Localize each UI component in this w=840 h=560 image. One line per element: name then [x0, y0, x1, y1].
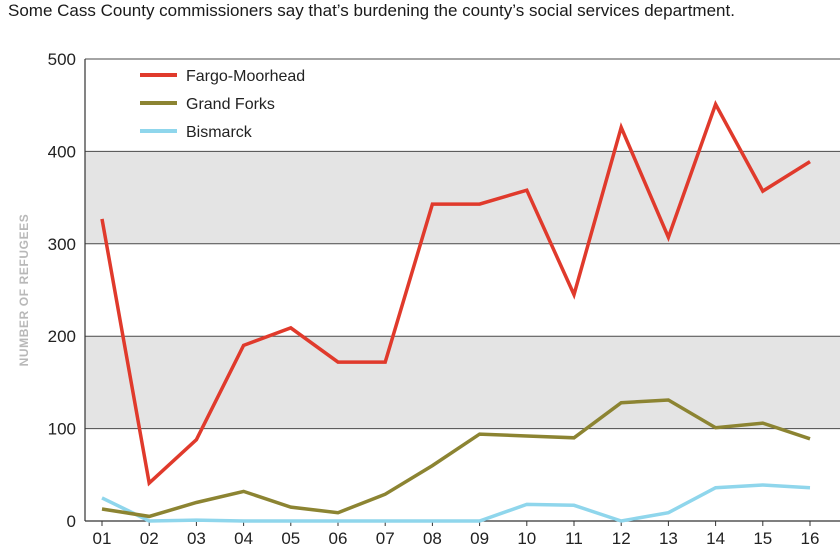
- legend: Fargo-Moorhead Grand Forks Bismarck: [140, 68, 305, 141]
- series-line-grand-forks: [101, 398, 811, 519]
- background-bands: [85, 151, 840, 429]
- x-tick-label: 11: [565, 529, 583, 548]
- y-tick-labels: 0 100 200 300 400 500: [48, 50, 76, 531]
- y-tick-label: 300: [48, 235, 76, 254]
- x-tick-label: 01: [93, 529, 112, 548]
- x-tick-label: 16: [801, 529, 820, 548]
- x-tick-label: 03: [187, 529, 206, 548]
- x-tick-label: 10: [517, 529, 536, 548]
- x-tick-label: 02: [140, 529, 159, 548]
- legend-label-fargo-moorhead: Fargo-Moorhead: [186, 68, 305, 85]
- y-tick-label: 100: [48, 420, 76, 439]
- x-tick-label: 09: [470, 529, 489, 548]
- x-tick-label: 13: [659, 529, 678, 548]
- x-tick-label: 05: [281, 529, 300, 548]
- x-tick-label: 12: [612, 529, 631, 548]
- x-tick-label: 15: [753, 529, 772, 548]
- x-tick-labels: 01 02 03 04 05 06 07 08 09 10 11 12 13 14 15 16: [93, 521, 820, 548]
- y-tick-label: 400: [48, 142, 76, 161]
- y-tick-label: 0: [67, 512, 76, 531]
- series-line-fargo-moorhead: [100, 100, 811, 487]
- series-lines: [100, 100, 811, 523]
- legend-label-bismarck: Bismarck: [186, 124, 253, 141]
- x-tick-label: 06: [329, 529, 348, 548]
- chart-subtitle: Some Cass County commissioners say that’…: [8, 1, 735, 20]
- x-tick-label: 07: [376, 529, 395, 548]
- x-tick-label: 08: [423, 529, 442, 548]
- legend-label-grand-forks: Grand Forks: [186, 96, 275, 113]
- x-tick-label: 14: [706, 529, 725, 548]
- series-line-bismarck: [101, 483, 811, 523]
- y-axis-label: NUMBER OF REFUGEES: [17, 214, 31, 367]
- gray-band: [85, 151, 840, 244]
- y-tick-label: 500: [48, 50, 76, 69]
- y-tick-label: 200: [48, 327, 76, 346]
- gray-band: [85, 336, 840, 429]
- x-tick-label: 04: [234, 529, 253, 548]
